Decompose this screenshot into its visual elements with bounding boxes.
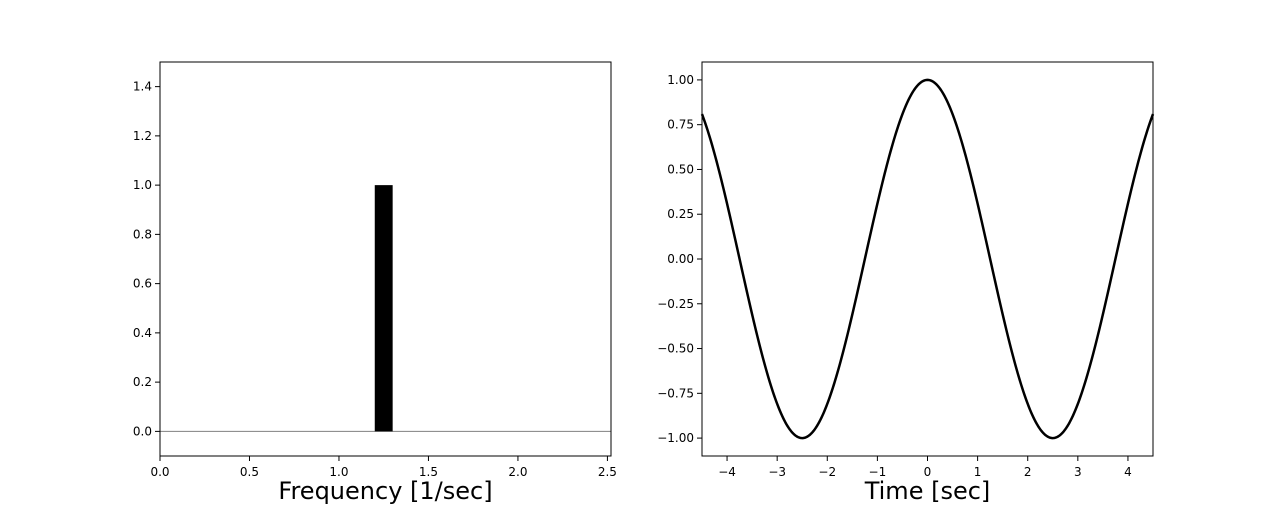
- x-axis-label: Frequency [1/sec]: [278, 477, 492, 505]
- x-tick-label: 3: [1074, 465, 1082, 479]
- x-axis-ticks: 0.0 0.5 1.0 1.5 2.0 2.5: [150, 456, 617, 479]
- x-tick-label: 0.0: [150, 465, 169, 479]
- frequency-spectrum-chart: 0.0 0.5 1.0 1.5 2.0 2.5 0.0 0.2 0.4 0.6 0.8 1.0 1.2…: [133, 61, 617, 505]
- y-tick-label: 0.0: [133, 424, 152, 438]
- y-tick-label: −1.00: [657, 431, 694, 445]
- x-tick-label: 0.5: [240, 465, 259, 479]
- y-tick-label: 0.4: [133, 326, 152, 340]
- y-tick-label: 1.00: [667, 73, 694, 87]
- plot-frame: [159, 61, 612, 457]
- x-axis-ticks: −4 −3 −2 −1 0 1 2 3 4: [718, 456, 1132, 479]
- y-tick-label: 0.25: [667, 207, 694, 221]
- y-axis-ticks: 0.0 0.2 0.4 0.6 0.8 1.0 1.2 1.4: [133, 80, 160, 438]
- x-tick-label: 0: [924, 465, 932, 479]
- x-tick-label: 4: [1124, 465, 1132, 479]
- time-signal-chart: −4 −3 −2 −1 0 1 2 3 4 −1.00 −0.75 −0.50 −0.25 0.00 0.…: [657, 61, 1155, 505]
- x-tick-label: 2.0: [508, 465, 527, 479]
- y-tick-label: 0.8: [133, 227, 152, 241]
- y-tick-label: 0.50: [667, 162, 694, 176]
- x-axis-label: Time [sec]: [864, 477, 991, 505]
- x-tick-label: 1: [974, 465, 982, 479]
- series-line: [700, 78, 1155, 440]
- y-tick-label: 0.6: [133, 277, 152, 291]
- plot-area: [702, 62, 1153, 456]
- y-tick-label: −0.50: [657, 342, 694, 356]
- x-tick-label: 1.0: [329, 465, 348, 479]
- y-axis-ticks: −1.00 −0.75 −0.50 −0.25 0.00 0.25 0.50 0.75 1.00: [657, 73, 702, 445]
- y-tick-label: −0.25: [657, 297, 694, 311]
- x-tick-label: −1: [869, 465, 887, 479]
- y-tick-label: 1.4: [133, 80, 152, 94]
- x-tick-label: 1.5: [419, 465, 438, 479]
- y-tick-label: −0.75: [657, 386, 694, 400]
- y-tick-label: 1.0: [133, 178, 152, 192]
- y-tick-label: 0.2: [133, 375, 152, 389]
- x-tick-label: 2.5: [598, 465, 617, 479]
- x-tick-label: 2: [1024, 465, 1032, 479]
- x-tick-label: −3: [768, 465, 786, 479]
- line-marks: [700, 78, 1155, 440]
- y-tick-label: 1.2: [133, 129, 152, 143]
- bar: [374, 185, 393, 432]
- y-tick-label: 0.75: [667, 118, 694, 132]
- bar-marks: [160, 185, 611, 432]
- y-tick-label: 0.00: [667, 252, 694, 266]
- x-tick-label: −2: [818, 465, 836, 479]
- x-tick-label: −4: [718, 465, 736, 479]
